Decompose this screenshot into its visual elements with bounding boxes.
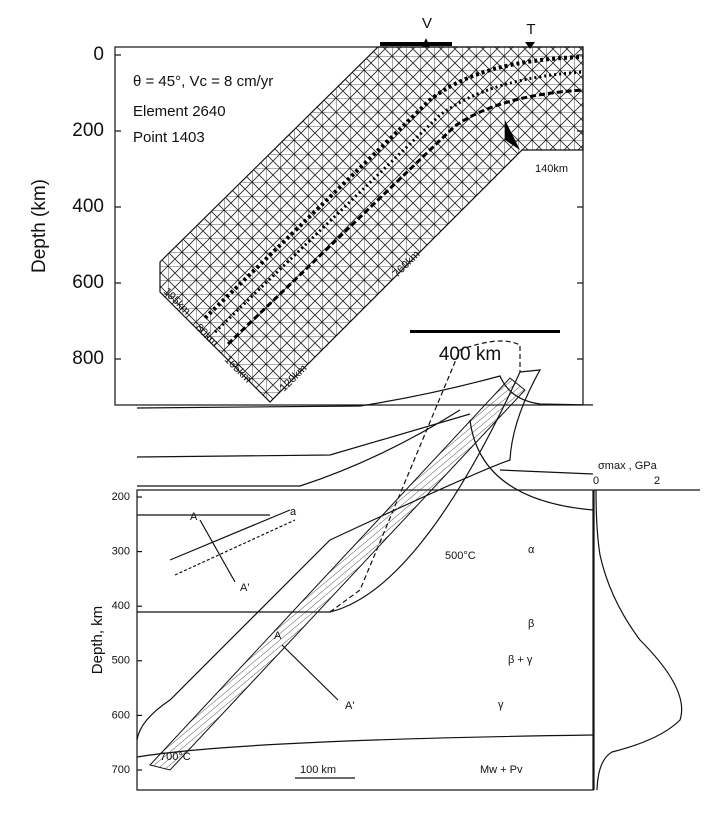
stress-curve	[595, 489, 683, 791]
label: γ	[498, 699, 504, 711]
inset-profile	[199, 519, 236, 583]
label: 700°C	[160, 751, 191, 763]
y-tick-label: 200	[112, 491, 130, 503]
y-tick-label: 0	[93, 44, 104, 65]
label: A'	[240, 582, 249, 594]
label: β	[528, 618, 534, 630]
phase-boundary	[137, 469, 594, 516]
annotation: Point 1403	[133, 129, 205, 146]
profile-line	[281, 644, 339, 701]
volcano-marker	[422, 38, 430, 47]
label: A'	[345, 700, 354, 712]
y-tick-label: 700	[112, 764, 130, 776]
annotation: Element 2640	[133, 103, 226, 120]
y-tick-label: 400	[112, 600, 130, 612]
trench-label: T	[526, 21, 535, 38]
y-tick-label: 200	[72, 120, 104, 141]
top-panel: V T 0 200 400 600 800 Depth (km) θ = 45°, Vc…	[29, 15, 584, 406]
y-tick-label: 300	[112, 546, 130, 558]
inset-slab	[169, 509, 291, 561]
phase-boundary	[136, 413, 471, 458]
y-tick-label: 500	[112, 655, 130, 667]
y-tick-label: 800	[72, 348, 104, 369]
label: α	[528, 544, 535, 556]
annotation-bg	[130, 66, 260, 152]
frame	[114, 46, 584, 406]
label: A	[190, 511, 198, 523]
phase-boundary	[137, 409, 461, 487]
volcano-label: V	[422, 15, 432, 32]
label: A	[274, 630, 282, 642]
scale-bar	[410, 330, 560, 333]
finite-element-mesh	[159, 46, 584, 403]
y-tick-label: 600	[112, 709, 130, 721]
isotherm	[136, 369, 542, 741]
label: β + γ	[508, 654, 533, 666]
frame	[136, 489, 594, 791]
volcano-bar	[380, 42, 452, 46]
x-tick-label: 0	[593, 475, 599, 487]
dimension: 140km	[535, 163, 568, 175]
scale-bg	[410, 340, 560, 370]
phase-boundary	[469, 419, 594, 511]
slab	[203, 55, 583, 346]
label: Mw + Pv	[480, 764, 523, 776]
slab	[149, 377, 526, 771]
phase-boundary	[136, 375, 594, 409]
y-tick-label: 400	[72, 196, 104, 217]
isotherm-dashed	[329, 340, 521, 613]
inset-slab	[174, 519, 296, 576]
y-tick-label: 600	[72, 272, 104, 293]
trench-marker	[525, 42, 535, 49]
label: a	[290, 506, 297, 518]
y-axis-label: Depth (km)	[29, 179, 50, 273]
annotation: θ = 45°, Vc = 8 cm/yr	[133, 73, 273, 90]
bottom-panel: 200 300 400 500 600 700 Depth, km A A' a A A'…	[89, 340, 594, 791]
scale-label: 100 km	[300, 764, 336, 776]
x-tick-label: 2	[654, 475, 660, 487]
scale-label: 400 km	[439, 344, 501, 365]
label: 500°C	[445, 550, 476, 562]
axis-label: σmax , GPa	[598, 460, 658, 472]
y-axis-label: Depth, km	[89, 606, 106, 674]
phase-boundary	[136, 734, 594, 758]
stress-panel: σmax , GPa 0 2	[593, 460, 700, 791]
